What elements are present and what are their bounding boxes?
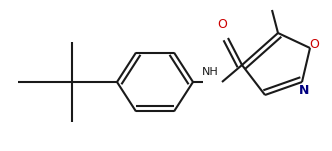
Text: O: O xyxy=(309,37,319,50)
Text: O: O xyxy=(217,19,227,32)
Text: NH: NH xyxy=(202,67,218,77)
Text: N: N xyxy=(299,84,309,96)
